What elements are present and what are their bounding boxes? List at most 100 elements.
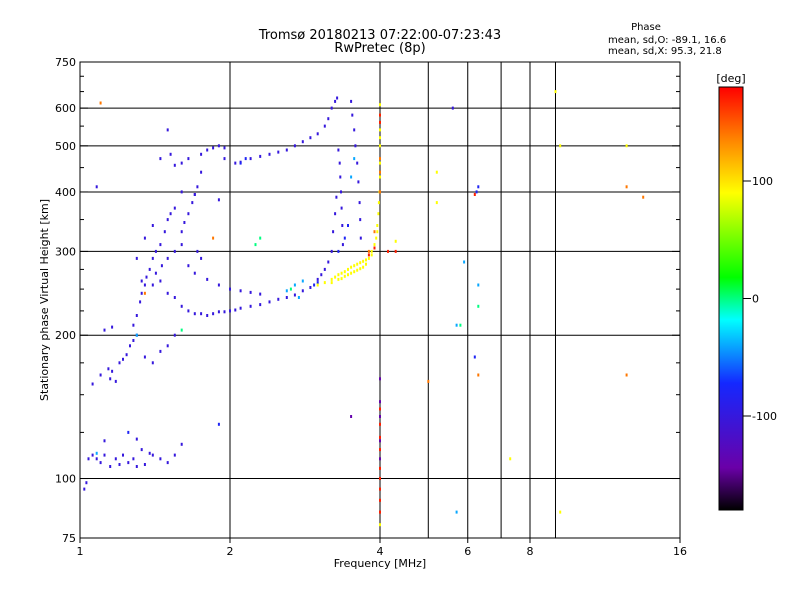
data-point [217,144,220,148]
data-point [309,286,312,289]
data-point [459,323,462,327]
x-axis-label: Frequency [MHz] [334,557,426,570]
data-point [114,457,117,461]
data-point [148,267,151,271]
x-tick-label: 4 [377,545,384,558]
data-point [249,157,252,161]
data-point [379,466,381,470]
data-point [180,243,183,247]
data-point [289,287,292,291]
data-point [350,271,353,275]
data-point [95,451,98,455]
data-point [475,190,478,194]
data-point [451,106,454,110]
data-point [343,270,346,274]
data-point [473,355,476,359]
data-point [87,457,90,461]
chart-subtitle: RwPretec (8p) [334,41,425,56]
data-point [200,152,203,156]
data-point [379,448,381,452]
data-point [95,457,98,461]
data-point [259,154,262,158]
data-point [340,190,342,194]
data-point [435,201,438,205]
x-axis-ticks: 1 2 4 6 8 16 [77,538,687,558]
data-point [373,246,376,250]
data-point [132,457,135,461]
chart-title: Tromsø 20180213 07:22:00-07:23:43 [258,28,501,43]
data-point [206,148,209,152]
data-point [180,230,183,234]
data-point [477,304,480,308]
data-point [379,439,381,443]
data-point [320,273,323,277]
data-point [375,236,378,240]
colorbar-tick-label: 0 [752,293,759,306]
data-point [377,212,380,216]
data-point [244,157,247,161]
data-point [285,289,288,293]
data-point [313,283,316,287]
data-point [625,144,628,148]
data-point [151,283,154,287]
data-point [379,477,381,480]
data-point [173,296,176,299]
data-point [163,230,166,234]
data-point [191,201,194,205]
data-point [509,457,512,461]
data-point [379,157,381,161]
data-point [151,361,154,365]
data-point [135,333,138,337]
data-point [336,96,339,100]
data-point [625,185,628,189]
data-point [239,306,242,310]
data-point [379,435,381,439]
data-point [351,113,354,117]
data-point [359,236,362,240]
data-point [559,510,562,514]
data-point [337,148,340,152]
data-point [379,457,381,461]
data-point [99,461,102,465]
data-point [362,265,365,269]
data-point [173,333,176,337]
data-point [341,243,344,247]
data-point [330,281,333,285]
data-point [135,256,138,260]
data-point [337,277,340,281]
data-point [338,161,341,165]
data-point [187,157,190,161]
y-tick-label: 100 [55,473,76,486]
data-point [379,175,381,179]
data-point [379,190,381,194]
data-point [301,140,304,144]
data-point [148,451,151,455]
data-point [239,161,242,165]
data-point [340,206,343,210]
data-point [354,144,357,148]
data-point [387,249,389,253]
data-point [356,268,359,272]
data-point [455,323,458,327]
data-point [159,457,162,461]
data-point [140,279,143,283]
data-point [316,277,319,281]
data-point [268,152,271,156]
data-point [223,157,226,161]
data-point [154,249,157,253]
data-point [379,498,381,502]
data-point [259,292,262,296]
data-point [359,261,362,265]
data-point [206,277,209,281]
data-point [129,344,131,348]
data-point [341,224,344,227]
data-point [277,297,280,301]
data-point [379,120,381,124]
data-point [554,90,557,94]
data-point [379,103,381,107]
data-point [347,224,349,227]
colorbar-tick-label: 100 [752,175,773,188]
data-point [477,185,480,189]
data-point [353,157,356,161]
data-point [217,283,220,287]
